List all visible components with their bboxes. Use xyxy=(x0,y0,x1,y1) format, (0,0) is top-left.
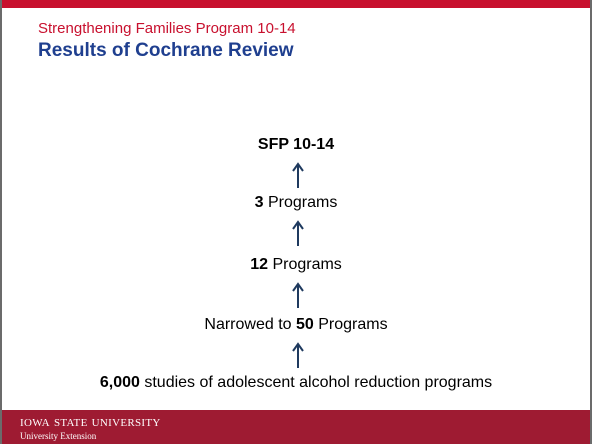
university-logo: Iowa State University xyxy=(20,414,161,430)
top-bar xyxy=(2,0,590,8)
step: SFP 10-14 xyxy=(2,136,590,154)
step: 6,000 studies of adolescent alcohol redu… xyxy=(2,374,590,392)
step-emphasis: 6,000 xyxy=(99,374,140,391)
subtitle: Strengthening Families Program 10-14 xyxy=(38,20,296,37)
arrow xyxy=(292,342,304,368)
arrow xyxy=(292,282,304,308)
step-text: Narrowed to xyxy=(204,316,292,333)
arrow xyxy=(292,162,304,188)
title: Results of Cochrane Review xyxy=(38,40,294,61)
step: 12 Programs xyxy=(2,256,590,274)
unit-name: University Extension xyxy=(20,431,97,441)
footer: Iowa State University University Extensi… xyxy=(2,410,590,444)
step-emphasis: SFP 10-14 xyxy=(257,136,335,153)
step-text: Programs xyxy=(318,316,388,333)
step-text: Programs xyxy=(268,194,338,211)
step-text: studies of adolescent alcohol reduction … xyxy=(144,374,493,391)
step-text: Programs xyxy=(272,256,342,273)
step-emphasis: 3 xyxy=(254,194,264,211)
arrow xyxy=(292,220,304,246)
step: 3 Programs xyxy=(2,194,590,212)
step-emphasis: 12 xyxy=(250,256,268,273)
step-emphasis: 50 xyxy=(296,316,314,333)
step: Narrowed to 50 Programs xyxy=(2,316,590,334)
